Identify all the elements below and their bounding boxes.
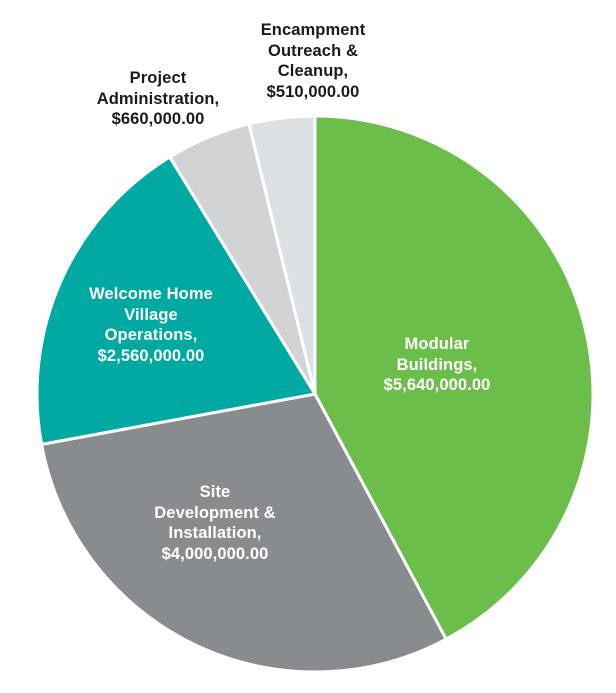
slice-label-project-administration: Project Administration, $660,000.00 [96, 69, 220, 128]
slice-label-welcome-home-village-operations: Welcome Home Village Operations, $2,560,… [89, 285, 213, 365]
slice-label-modular-buildings: Modular Buildings, $5,640,000.00 [383, 335, 491, 394]
slice-label-encampment-outreach-cleanup: Encampment Outreach & Cleanup, $510,000.… [260, 21, 366, 101]
pie-slice-welcome-home-village-operations [35, 155, 317, 446]
pie-slice-modular-buildings [313, 114, 595, 641]
pie-slice-site-development-installation [40, 392, 448, 674]
pie-slices [35, 114, 595, 674]
pie-slice-encampment-outreach-cleanup [247, 114, 317, 396]
slice-label-site-development-installation: Site Development & Installation, $4,000,… [154, 483, 276, 563]
